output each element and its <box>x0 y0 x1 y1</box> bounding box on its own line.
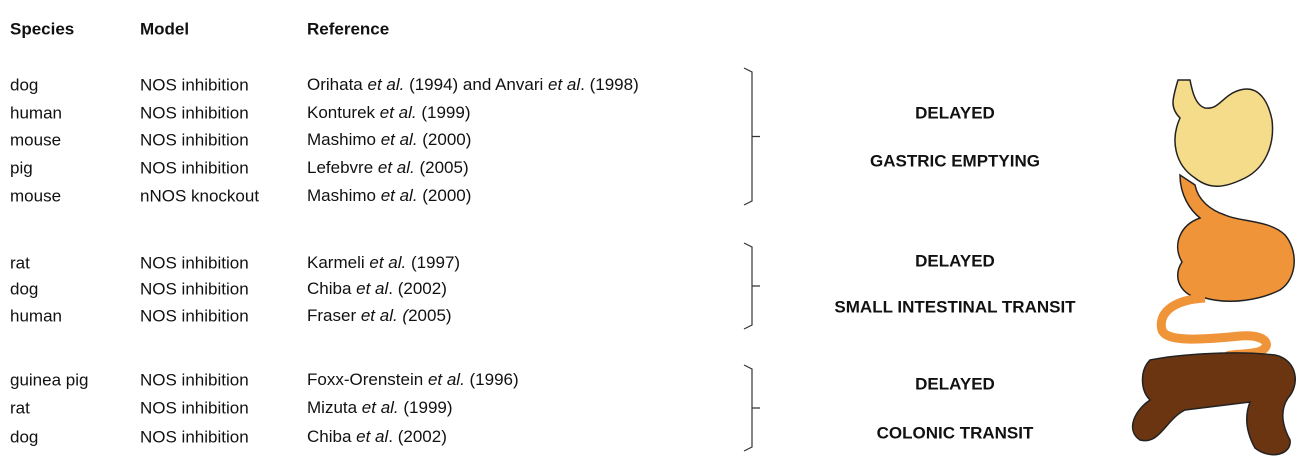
gut-illustration <box>1131 79 1296 456</box>
reference-part: et al. <box>369 253 406 272</box>
species: rat <box>10 253 30 272</box>
reference: Chiba et al. (2002) <box>307 427 447 446</box>
reference-part: . (1998) <box>580 75 639 94</box>
reference-part: et al. <box>367 75 404 94</box>
species: mouse <box>10 130 61 149</box>
reference-part: (2005) <box>415 158 469 177</box>
bracket <box>743 67 760 206</box>
reference-part: et al. <box>381 130 418 149</box>
reference-part: Chiba <box>307 427 356 446</box>
model: NOS inhibition <box>140 306 249 325</box>
species: mouse <box>10 186 61 205</box>
reference-part: et al <box>356 427 389 446</box>
model: NOS inhibition <box>140 130 249 149</box>
header-reference: Reference <box>307 19 389 38</box>
outcome: SMALL INTESTINAL TRANSIT <box>834 297 1076 316</box>
reference-part: Orihata <box>307 75 367 94</box>
reference-part: . (2002) <box>388 279 447 298</box>
reference-part: et al. <box>380 103 417 122</box>
model: NOS inhibition <box>140 253 249 272</box>
outcome: DELAYED <box>915 374 995 393</box>
species: dog <box>10 75 38 94</box>
reference-part: Mashimo <box>307 130 381 149</box>
species: dog <box>10 279 38 298</box>
reference: Chiba et al. (2002) <box>307 279 447 298</box>
header-model: Model <box>140 19 189 38</box>
species: rat <box>10 398 30 417</box>
reference-part: Fraser <box>307 306 361 325</box>
reference-part: (2000) <box>418 130 472 149</box>
model: NOS inhibition <box>140 427 249 446</box>
reference: Karmeli et al. (1997) <box>307 253 460 272</box>
reference-part: (1994) and Anvari <box>404 75 548 94</box>
reference-part: (1999) <box>417 103 471 122</box>
reference-part: . (2002) <box>388 427 447 446</box>
model: nNOS knockout <box>140 186 259 205</box>
outcome: DELAYED <box>915 103 995 122</box>
reference-part: 2005) <box>408 306 451 325</box>
reference: Foxx-Orenstein et al. (1996) <box>307 370 519 389</box>
model: NOS inhibition <box>140 158 249 177</box>
reference-part: (1997) <box>406 253 460 272</box>
reference: Mizuta et al. (1999) <box>307 398 453 417</box>
species: human <box>10 103 62 122</box>
outcome: DELAYED <box>915 251 995 270</box>
reference-part: (2000) <box>418 186 472 205</box>
reference-part: Mashimo <box>307 186 381 205</box>
reference-part: et al <box>356 279 389 298</box>
reference: Fraser et al. (2005) <box>307 306 452 325</box>
bracket <box>743 242 760 330</box>
model: NOS inhibition <box>140 398 249 417</box>
header-species: Species <box>10 19 74 38</box>
reference: Lefebvre et al. (2005) <box>307 158 469 177</box>
reference-part: Foxx-Orenstein <box>307 370 428 389</box>
model: NOS inhibition <box>140 370 249 389</box>
reference: Konturek et al. (1999) <box>307 103 471 122</box>
reference-part: et al. <box>381 186 418 205</box>
model: NOS inhibition <box>140 279 249 298</box>
reference-part: Konturek <box>307 103 380 122</box>
reference-part: Mizuta <box>307 398 362 417</box>
outcome: COLONIC TRANSIT <box>877 423 1034 442</box>
species: human <box>10 306 62 325</box>
reference-part: et al. ( <box>361 306 411 325</box>
model: NOS inhibition <box>140 103 249 122</box>
reference-part: et al. <box>378 158 415 177</box>
species: guinea pig <box>10 370 88 389</box>
outcome: GASTRIC EMPTYING <box>870 151 1040 170</box>
reference-part: Karmeli <box>307 253 369 272</box>
reference-part: (1996) <box>465 370 519 389</box>
reference: Mashimo et al. (2000) <box>307 130 471 149</box>
species: dog <box>10 427 38 446</box>
bracket <box>743 364 760 452</box>
reference-part: Chiba <box>307 279 356 298</box>
reference-part: Lefebvre <box>307 158 378 177</box>
reference-part: et al. <box>362 398 399 417</box>
reference-part: et al <box>548 75 581 94</box>
reference-part: et al. <box>428 370 465 389</box>
model: NOS inhibition <box>140 75 249 94</box>
species: pig <box>10 158 33 177</box>
reference: Mashimo et al. (2000) <box>307 186 471 205</box>
reference-part: (1999) <box>399 398 453 417</box>
reference: Orihata et al. (1994) and Anvari et al. … <box>307 75 639 94</box>
